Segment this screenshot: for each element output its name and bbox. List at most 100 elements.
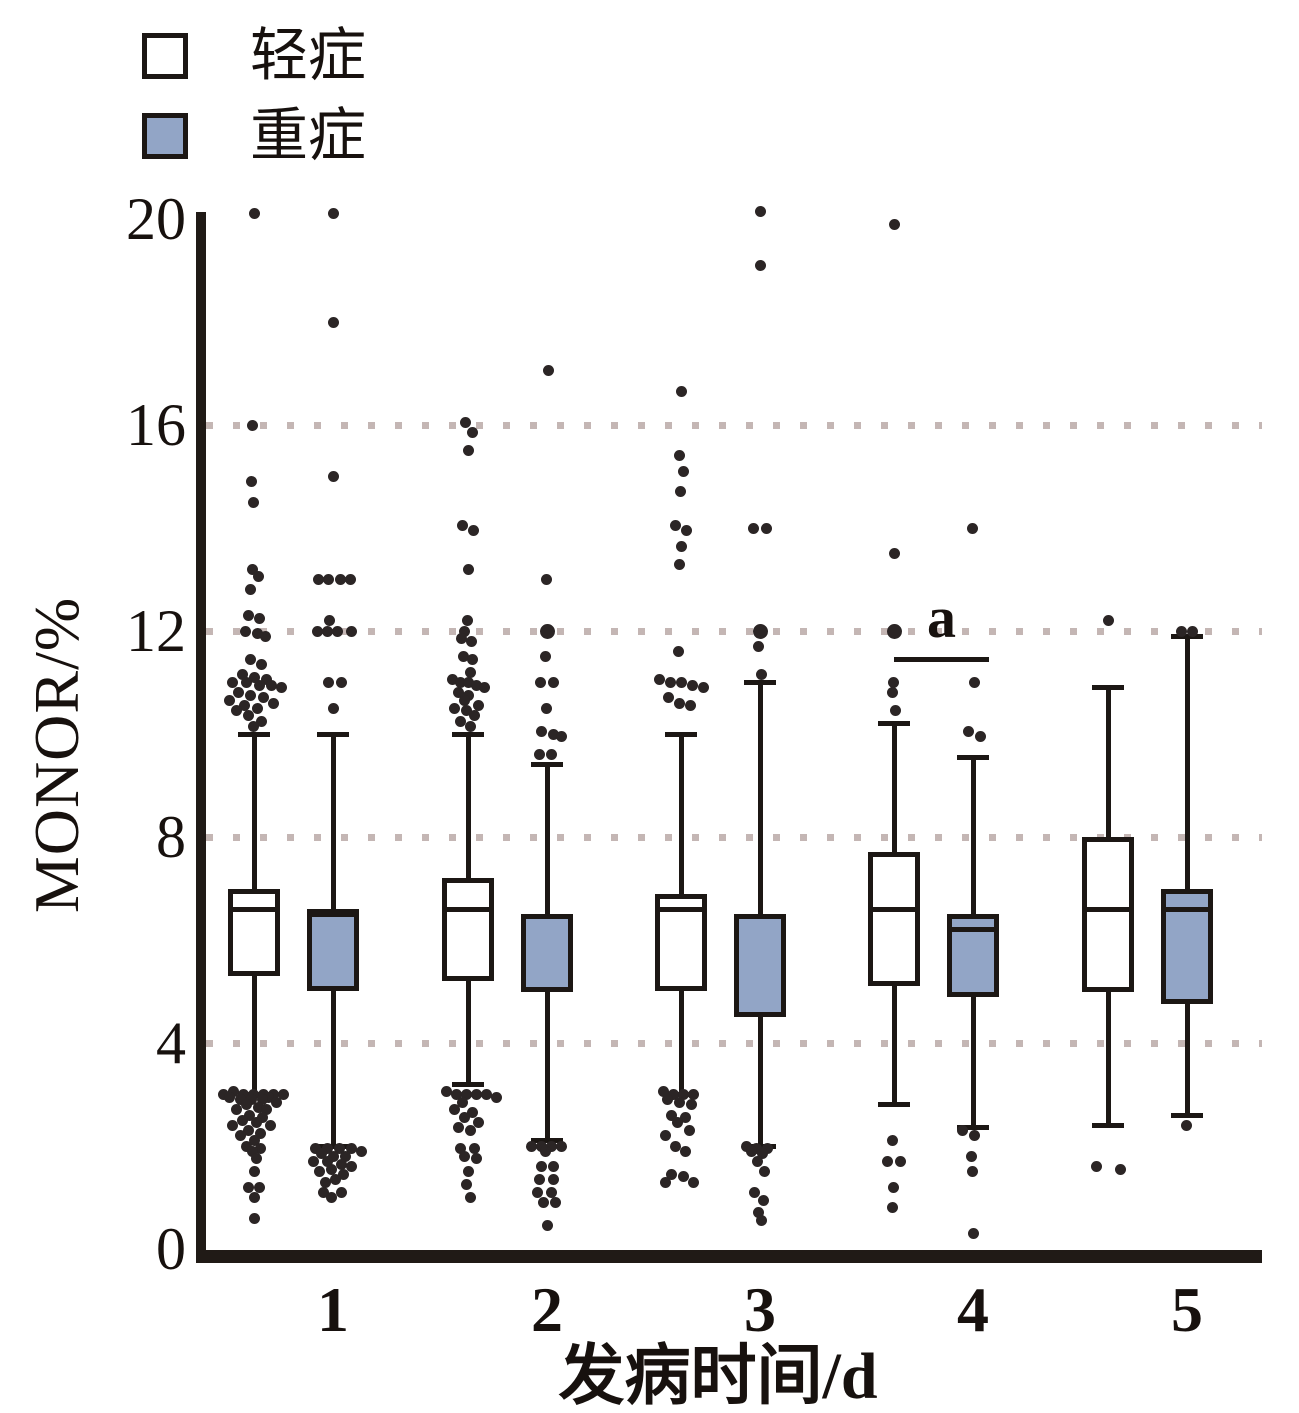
outlier-dot xyxy=(234,1094,246,1106)
outlier-dot xyxy=(968,1130,980,1142)
outlier-dot xyxy=(480,1089,492,1100)
outlier-dot xyxy=(887,677,899,688)
outlier-dot xyxy=(448,1104,460,1116)
outlier-dot xyxy=(687,1089,699,1100)
gridline-12 xyxy=(206,628,1262,635)
outlier-dot xyxy=(679,1112,691,1124)
legend: 轻症 重症 xyxy=(142,16,366,176)
outlier-dot xyxy=(956,1125,968,1137)
outlier-dot xyxy=(466,1107,478,1119)
outlier-dot xyxy=(1114,1163,1126,1175)
outlier-dot xyxy=(260,674,272,686)
outlier-dot xyxy=(327,316,339,328)
outlier-dot xyxy=(253,679,265,691)
outlier-dot xyxy=(677,1089,689,1100)
outlier-dot xyxy=(675,386,687,398)
outlier-dot xyxy=(661,1094,673,1106)
outlier-dot xyxy=(669,519,681,531)
outlier-dot xyxy=(255,658,267,670)
outlier-dot xyxy=(248,671,260,683)
outlier-dot xyxy=(239,625,251,637)
outlier-dot xyxy=(242,1125,254,1137)
outlier-dot xyxy=(468,710,480,722)
outlier-dot xyxy=(244,584,256,596)
outlier-dot xyxy=(325,1163,337,1175)
outlier-dot xyxy=(257,692,269,704)
y-tick-label-12: 12 xyxy=(126,598,186,664)
outlier-dot xyxy=(458,1150,470,1162)
outlier-dot xyxy=(245,1094,257,1106)
outlier-dot xyxy=(245,476,257,488)
outlier-dot xyxy=(535,725,547,737)
outlier-dot xyxy=(355,1145,367,1157)
whisker-cap-high-mild-day2 xyxy=(452,731,484,737)
whisker-cap-high-mild-day1 xyxy=(238,731,270,737)
outlier-dot xyxy=(684,700,696,712)
outlier-dot xyxy=(460,705,472,717)
outlier-dot xyxy=(533,749,545,761)
outlier-dot xyxy=(888,218,900,230)
outlier-dot xyxy=(888,548,900,560)
outlier-dot xyxy=(246,1145,258,1157)
legend-label-severe: 重症 xyxy=(250,103,367,168)
median-severe-day1 xyxy=(307,911,359,917)
outlier-dot xyxy=(223,1091,235,1103)
outlier-dot xyxy=(256,1112,268,1124)
outlier-dot xyxy=(685,1099,697,1111)
outlier-dot xyxy=(464,666,476,678)
outlier-dot xyxy=(460,1089,472,1100)
outlier-dot xyxy=(217,1089,229,1100)
outlier-dot xyxy=(464,1125,476,1137)
outlier-dot xyxy=(448,702,460,714)
outlier-dot xyxy=(758,1166,770,1178)
outlier-dot xyxy=(664,677,676,688)
outlier-dot xyxy=(242,610,254,622)
outlier-dot xyxy=(236,669,248,681)
outlier-dot xyxy=(335,1158,347,1170)
outlier-dot xyxy=(886,1202,898,1214)
whisker-cap-high-severe-day1 xyxy=(317,731,349,737)
outlier-dot xyxy=(307,1155,319,1167)
outlier-dot xyxy=(665,1109,677,1121)
outlier-dot xyxy=(653,674,665,686)
y-tick-label-0: 0 xyxy=(156,1216,186,1282)
y-axis-line xyxy=(196,212,206,1261)
outlier-dot xyxy=(460,1179,472,1191)
whisker-cap-low-mild-day5 xyxy=(1092,1122,1124,1128)
outlier-dot xyxy=(242,1181,254,1193)
outlier-dot xyxy=(525,1140,537,1152)
outlier-dot xyxy=(462,677,474,688)
outlier-dot xyxy=(464,720,476,732)
outlier-dot xyxy=(540,574,552,585)
whisker-cap-high-severe-day2 xyxy=(531,762,563,768)
outlier-dot xyxy=(327,1150,339,1162)
median-mild-day5 xyxy=(1082,906,1134,912)
outlier-dot xyxy=(456,1096,468,1108)
median-severe-day4 xyxy=(947,927,999,933)
outlier-dot xyxy=(327,208,339,220)
outlier-dot xyxy=(253,612,265,624)
outlier-dot xyxy=(311,625,323,637)
outlier-dot xyxy=(458,695,470,707)
outlier-dot xyxy=(673,1096,685,1108)
outlier-dot xyxy=(337,1168,349,1180)
box-mild-day5 xyxy=(1082,837,1134,992)
outlier-dot xyxy=(962,725,974,737)
outlier-dot xyxy=(259,630,271,642)
outlier-dot xyxy=(243,1109,255,1121)
outlier-dot xyxy=(251,628,263,640)
outlier-dot xyxy=(539,1145,551,1157)
outlier-dot xyxy=(317,1186,329,1198)
outlier-dot xyxy=(335,1186,347,1198)
outlier-dot xyxy=(754,259,766,271)
y-tick-label-8: 8 xyxy=(156,804,186,870)
x-tick-label-5: 5 xyxy=(1171,1274,1203,1345)
outlier-dot xyxy=(470,1089,482,1100)
median-severe-day5 xyxy=(1161,906,1213,912)
outlier-dot xyxy=(1180,1119,1192,1131)
outlier-dot xyxy=(677,1171,689,1183)
outlier-dot xyxy=(339,1150,351,1162)
outlier-dot xyxy=(468,1143,480,1155)
outlier-dot xyxy=(319,1176,331,1188)
median-severe-day2 xyxy=(521,914,573,920)
